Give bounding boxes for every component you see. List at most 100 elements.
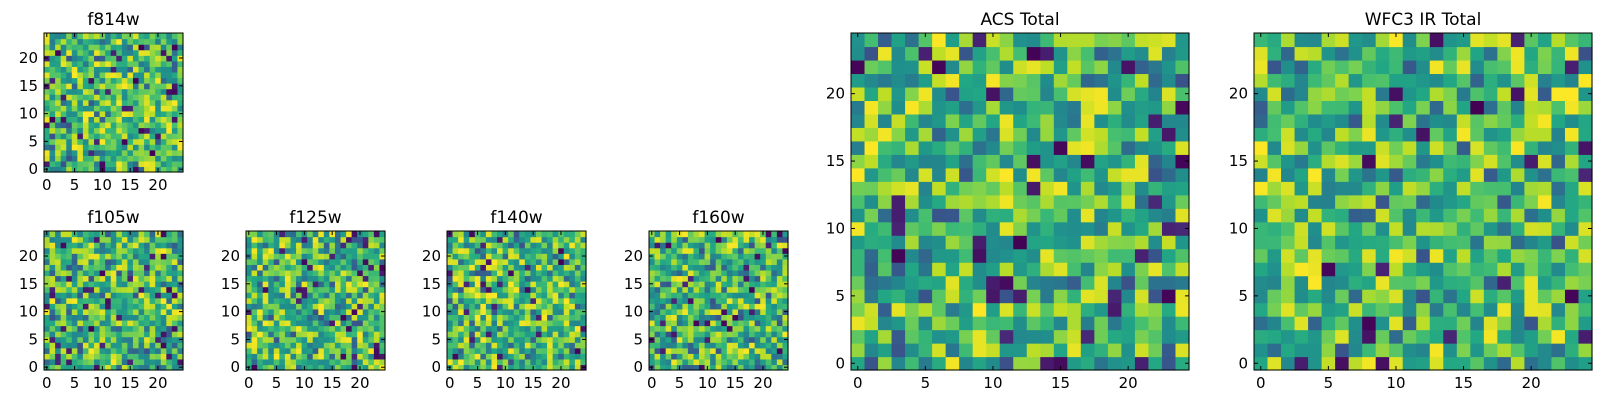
heatmap-cell (905, 86, 920, 101)
heatmap-cell (88, 319, 95, 327)
heatmap-cell (99, 55, 106, 62)
heatmap-cell (144, 236, 151, 243)
heatmap-cell (149, 319, 156, 327)
heatmap-cell (530, 331, 537, 338)
heatmap-cell (49, 269, 56, 277)
heatmap-cell (166, 149, 173, 156)
heatmap-cell (671, 292, 678, 299)
heatmap-cell (671, 325, 678, 332)
heatmap-cell (144, 71, 151, 79)
heatmap-cell (1416, 302, 1431, 317)
heatmap-cell (986, 248, 1001, 263)
heatmap-cell (1308, 356, 1323, 371)
heatmap-cell (654, 292, 661, 299)
heatmap-cell (682, 314, 689, 321)
heatmap-cell (654, 242, 661, 249)
heatmap-cell (699, 275, 706, 282)
heatmap-cell (660, 275, 667, 282)
heatmap-cell (44, 358, 51, 366)
heatmap-cell (166, 138, 173, 145)
heatmap-cell (166, 155, 173, 162)
heatmap-cell (1148, 343, 1163, 358)
heatmap-cell (105, 99, 112, 106)
heatmap-cell (82, 116, 90, 123)
heatmap-cell (334, 353, 342, 360)
heatmap-cell (1443, 113, 1458, 128)
heatmap-cell (268, 336, 275, 343)
heatmap-cell (502, 264, 509, 271)
heatmap-cell (55, 358, 62, 366)
heatmap-cell (1510, 329, 1525, 344)
heatmap-cell (726, 325, 733, 332)
heatmap-cell (1429, 194, 1444, 209)
heatmap-cell (177, 231, 184, 238)
heatmap-cell (110, 127, 117, 134)
heatmap-cell (932, 343, 947, 358)
heatmap-cell (864, 208, 879, 223)
heatmap-cell (474, 264, 481, 271)
heatmap-cell (1161, 208, 1177, 223)
heatmap-cell (1026, 167, 1041, 182)
heatmap-cell (1040, 33, 1055, 48)
heatmap-cell (671, 275, 678, 282)
heatmap-cell (105, 242, 112, 249)
heatmap-cell (760, 347, 767, 354)
heatmap-cell (547, 236, 554, 243)
heatmap-cell (1456, 289, 1471, 304)
heatmap-cell (485, 264, 493, 271)
heatmap-cell (737, 292, 745, 299)
heatmap-cell (60, 133, 67, 140)
heatmap-cell (1161, 356, 1177, 371)
heatmap-cell (127, 264, 134, 271)
heatmap-cell (166, 160, 173, 168)
heatmap-cell (351, 253, 358, 260)
heatmap-cell (999, 100, 1014, 115)
y-tick-label: 20 (221, 247, 240, 265)
heatmap-cell (44, 303, 51, 310)
heatmap-cell (1389, 59, 1404, 75)
heatmap-cell (1281, 46, 1296, 61)
heatmap-cell (138, 60, 145, 67)
heatmap-cell (257, 269, 264, 277)
heatmap-cell (878, 248, 893, 263)
heatmap-cell (737, 264, 745, 271)
heatmap-cell (99, 303, 106, 310)
heatmap-cell (676, 347, 683, 354)
heatmap-cell (160, 160, 167, 168)
heatmap-cell (110, 342, 117, 349)
heatmap-cell (296, 247, 303, 254)
heatmap-cell (121, 149, 128, 156)
heatmap-cell (1335, 208, 1350, 223)
heatmap-cell (44, 160, 51, 168)
heatmap-cell (66, 358, 73, 366)
heatmap-cell (1429, 73, 1444, 88)
heatmap-cell (782, 242, 789, 249)
heatmap-cell (149, 149, 156, 156)
heatmap-cell (116, 297, 123, 304)
heatmap-cell (1335, 302, 1350, 317)
heatmap-cell (513, 308, 520, 315)
heatmap-cell (340, 264, 347, 271)
heatmap-cell (60, 77, 67, 84)
heatmap-cell (732, 281, 739, 288)
heatmap-cell (878, 86, 893, 101)
heatmap-cell (60, 242, 67, 249)
heatmap-cell (1175, 262, 1190, 277)
heatmap-cell (362, 331, 369, 338)
y-tick-label: 10 (19, 303, 38, 321)
heatmap-cell (60, 116, 67, 123)
heatmap-cell (491, 286, 498, 293)
heatmap-cell (279, 325, 286, 332)
heatmap-cell (1040, 343, 1055, 358)
heatmap-cell (132, 292, 140, 299)
heatmap-cell (329, 275, 336, 282)
heatmap-cell (649, 347, 656, 354)
heatmap-cell (864, 127, 879, 142)
heatmap-cell (1362, 86, 1377, 101)
heatmap-cell (340, 331, 347, 338)
heatmap-cell (491, 353, 498, 360)
heatmap-cell (66, 281, 73, 288)
heatmap-cell (452, 336, 459, 343)
heatmap-cell (71, 336, 78, 343)
heatmap-cell (144, 297, 151, 304)
